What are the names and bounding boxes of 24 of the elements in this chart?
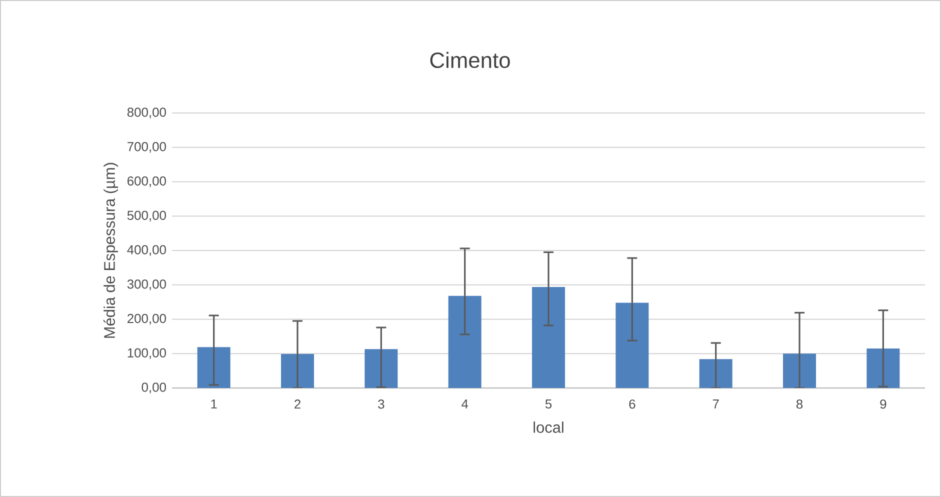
y-tick-label: 600,00: [128, 176, 166, 188]
y-tick-label: 0,00: [142, 382, 166, 394]
bar: [532, 286, 566, 388]
y-tick-label: 200,00: [128, 314, 166, 325]
x-tick-label: 9: [880, 400, 886, 409]
x-tick-label: 6: [629, 400, 636, 409]
y-axis-title: Média de Espessura (µm): [103, 162, 118, 338]
y-tick-label: 800,00: [127, 108, 166, 118]
y-tick-label: 700,00: [128, 142, 166, 153]
x-tick-label: 4: [462, 400, 468, 408]
y-tick-label: 100,00: [128, 348, 166, 359]
y-tick-label: 500,00: [127, 210, 166, 222]
bar: [448, 296, 482, 388]
x-axis-title: local: [534, 422, 564, 433]
bar: [616, 302, 649, 388]
y-tick-label: 400,00: [127, 245, 166, 256]
y-tick-label: 300,00: [127, 280, 166, 290]
x-tick-label: 7: [712, 400, 719, 408]
chart-title: Cimento: [430, 52, 510, 68]
x-tick-label: 3: [378, 400, 384, 409]
x-tick-label: 1: [211, 400, 217, 408]
x-tick-label: 8: [796, 400, 803, 409]
x-tick-label: 2: [294, 400, 300, 409]
x-tick-label: 5: [545, 400, 552, 409]
